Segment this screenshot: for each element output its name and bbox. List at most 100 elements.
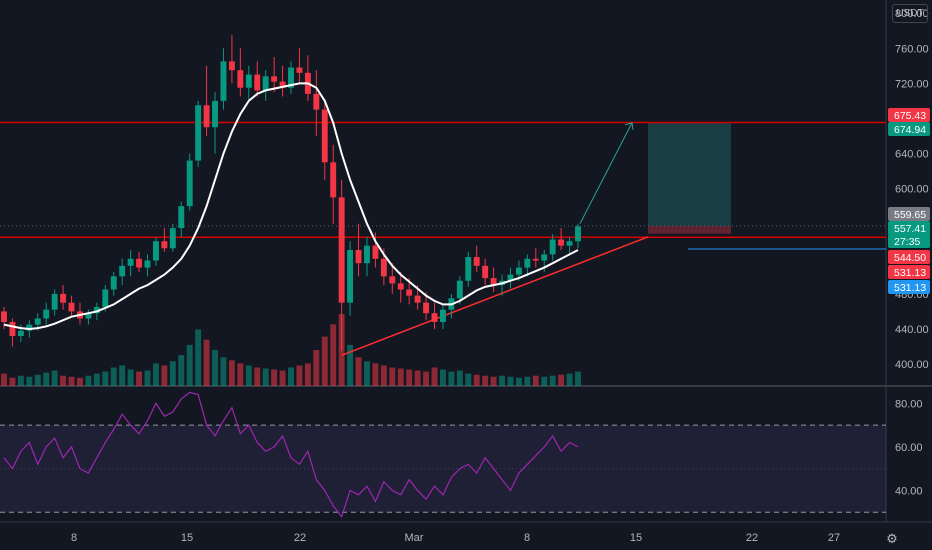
candle-body <box>17 330 24 336</box>
candle-body <box>507 274 514 281</box>
volume-bar <box>1 373 7 386</box>
candle-body <box>355 250 362 264</box>
price-tick-label: 760.00 <box>895 43 929 55</box>
price-tag-label: 559.65 <box>894 209 926 221</box>
candle-body <box>43 309 50 319</box>
volume-bar <box>119 365 126 386</box>
candle-body <box>85 313 92 319</box>
candle-body <box>321 109 328 163</box>
price-tag <box>888 207 930 221</box>
arrow-head-icon <box>624 122 634 130</box>
volume-bar <box>288 367 294 386</box>
rsi-tick-label: 60.00 <box>895 442 923 454</box>
volume-bar <box>26 376 33 386</box>
price-tag <box>888 234 930 248</box>
moving-average-line <box>3 82 579 330</box>
candle-body <box>262 76 269 91</box>
volume-bar <box>93 373 100 386</box>
volume-bar <box>245 365 252 386</box>
time-axis[interactable]: 8 15 22 Mar 8 15 22 27 <box>71 532 840 544</box>
candle-body <box>330 162 337 198</box>
candle-body <box>439 309 446 322</box>
candle-body <box>347 250 354 303</box>
gear-icon[interactable]: ⚙ <box>886 531 898 546</box>
price-tick-label: 800.00 <box>895 8 929 20</box>
volume-bar <box>566 373 573 386</box>
volume-bar <box>499 375 505 386</box>
volume-bar <box>186 344 193 386</box>
candlestick-series <box>1 35 581 351</box>
volume-bar <box>321 336 328 386</box>
price-tick-label: 720.00 <box>895 78 929 90</box>
currency-label[interactable]: USDT <box>892 4 928 23</box>
candle-body <box>93 307 100 314</box>
volume-bar <box>490 376 497 386</box>
candle-body <box>313 93 320 110</box>
ma-line <box>3 82 579 330</box>
candle-body <box>144 260 151 268</box>
volume-bar <box>296 365 303 386</box>
volume-bar <box>473 374 480 386</box>
volume-bar <box>195 329 202 386</box>
volume-bars <box>1 314 581 386</box>
volume-bar <box>431 367 438 386</box>
candle-body <box>456 280 463 299</box>
volume-bar <box>532 375 539 386</box>
candle-body <box>541 254 548 261</box>
candle-body <box>34 318 41 325</box>
candle-body <box>237 70 244 88</box>
time-tick-label: Mar <box>405 532 424 544</box>
horizontal-levels[interactable] <box>0 121 886 239</box>
volume-bar <box>68 376 75 386</box>
candle-body <box>380 258 387 277</box>
candle-body <box>136 258 143 268</box>
time-tick-label: 22 <box>746 532 758 544</box>
price-tag <box>888 221 930 235</box>
volume-bar <box>144 370 151 386</box>
price-axis[interactable]: 800.00760.00720.00680.00640.00600.00480.… <box>895 8 929 371</box>
trendline[interactable] <box>341 236 649 356</box>
price-tag-label: 531.13 <box>894 267 926 279</box>
candle-body <box>68 302 75 312</box>
rsi-pane <box>0 391 886 518</box>
candle-body <box>397 283 404 290</box>
candle-body <box>414 295 421 303</box>
price-tag <box>888 265 930 279</box>
candle-body <box>549 239 556 255</box>
time-tick-label: 22 <box>294 532 306 544</box>
volume-bar <box>414 370 421 386</box>
time-tick-label: 8 <box>524 532 530 544</box>
candle-body <box>558 239 565 246</box>
volume-bar <box>60 375 67 386</box>
candle-body <box>465 257 472 281</box>
volume-bar <box>465 373 472 386</box>
volume-bar <box>102 371 109 386</box>
volume-bar <box>524 376 531 386</box>
candle-body <box>279 81 286 88</box>
candle-body <box>515 267 522 275</box>
candle-body <box>110 276 117 290</box>
volume-bar <box>482 375 489 386</box>
volume-bar <box>380 365 387 386</box>
candle-body <box>228 61 235 71</box>
volume-bar <box>448 371 455 386</box>
candle-body <box>220 61 227 101</box>
long-position-tool[interactable] <box>648 122 886 250</box>
volume-bar <box>43 372 50 386</box>
volume-bar <box>558 374 565 386</box>
volume-bar <box>254 367 261 386</box>
volume-bar <box>279 370 286 386</box>
volume-bar <box>364 361 370 386</box>
volume-bar <box>152 363 159 386</box>
volume-bar <box>313 350 320 386</box>
volume-bar <box>330 324 337 386</box>
candle-body <box>186 160 193 207</box>
target-zone <box>648 122 731 226</box>
rsi-tick-label: 80.00 <box>895 398 923 410</box>
projection-arrow[interactable] <box>579 122 634 224</box>
volume-bar <box>456 370 463 386</box>
rsi-line <box>3 391 579 518</box>
candle-body <box>169 228 176 249</box>
